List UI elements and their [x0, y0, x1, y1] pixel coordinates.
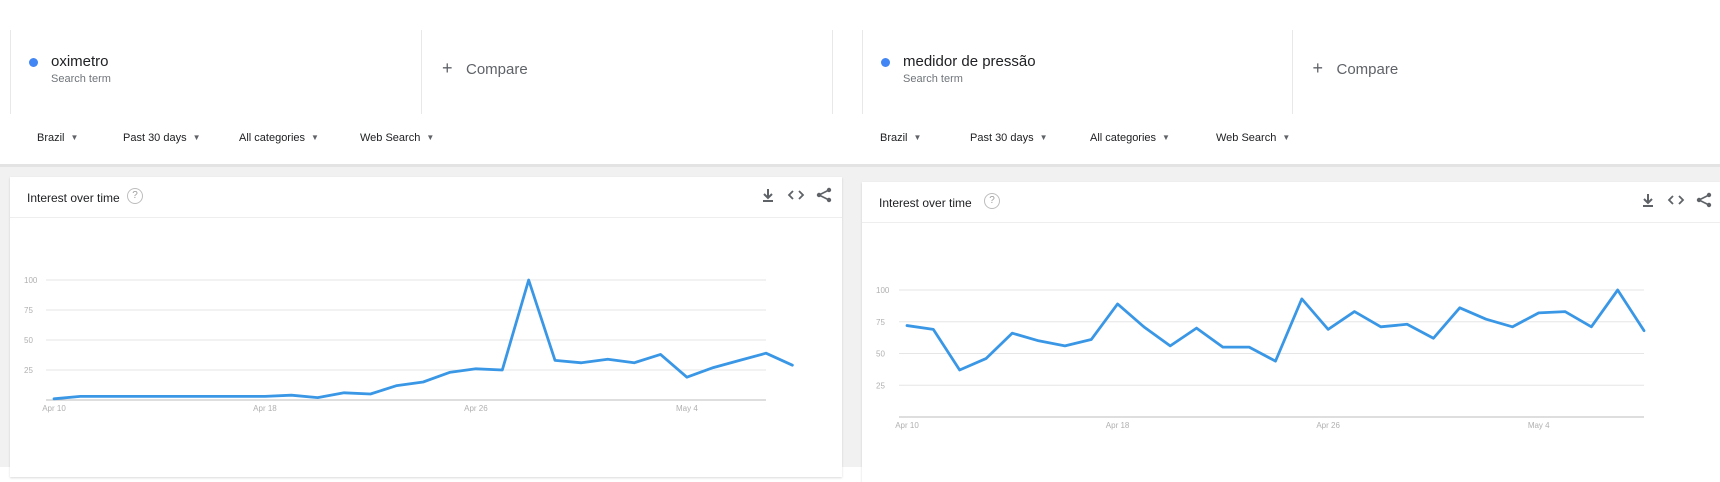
- y-tick-label: 25: [876, 381, 885, 390]
- search-terms-bar: medidor de pressão Search term + Compare: [862, 30, 1720, 115]
- embed-icon[interactable]: [1666, 190, 1686, 210]
- period-dropdown[interactable]: Past 30 days ▼: [970, 132, 1048, 144]
- search-type-dropdown[interactable]: Web Search ▼: [1216, 132, 1290, 144]
- chevron-down-icon: ▼: [71, 133, 79, 142]
- search-type-dropdown[interactable]: Web Search ▼: [360, 132, 434, 144]
- y-tick-label: 50: [876, 350, 885, 359]
- series-line: [54, 280, 792, 399]
- period-dropdown[interactable]: Past 30 days ▼: [123, 132, 201, 144]
- embed-icon[interactable]: [786, 185, 806, 205]
- chevron-down-icon: ▼: [1040, 133, 1048, 142]
- filter-bar: Brazil ▼ Past 30 days ▼ All categories ▼ We…: [852, 114, 1720, 167]
- search-type-label: Web Search: [1216, 132, 1276, 144]
- share-icon[interactable]: [1694, 190, 1714, 210]
- card-header: Interest over time ?: [10, 177, 842, 218]
- interest-over-time-card: Interest over time ? 100 75 50 25 Apr 10 Apr …: [10, 177, 842, 477]
- series-color-dot: [29, 58, 38, 67]
- y-tick-label: 50: [24, 336, 33, 345]
- compare-label: Compare: [1337, 61, 1399, 78]
- interest-chart: 100 75 50 25 Apr 10 Apr 18 Apr 26 May 4: [862, 222, 1720, 482]
- search-term-name: oximetro: [51, 53, 109, 70]
- panel-oximetro: oximetro Search term + Compare Brazil ▼ P…: [0, 0, 852, 460]
- compare-button[interactable]: + Compare: [422, 30, 833, 114]
- y-tick-label: 75: [876, 318, 885, 327]
- category-dropdown[interactable]: All categories ▼: [1090, 132, 1170, 144]
- region-dropdown[interactable]: Brazil ▼: [37, 132, 78, 144]
- series-color-dot: [881, 58, 890, 67]
- search-type-label: Web Search: [360, 132, 420, 144]
- y-tick-label: 100: [876, 286, 890, 295]
- chevron-down-icon: ▼: [1162, 133, 1170, 142]
- help-icon[interactable]: ?: [127, 188, 143, 204]
- chevron-down-icon: ▼: [1282, 133, 1290, 142]
- download-icon[interactable]: [758, 185, 778, 205]
- search-term-sublabel: Search term: [51, 73, 111, 85]
- x-tick-label: May 4: [1528, 421, 1550, 430]
- y-tick-label: 75: [24, 306, 33, 315]
- x-tick-label: Apr 10: [895, 421, 919, 430]
- card-header: Interest over time ?: [862, 182, 1720, 223]
- compare-button[interactable]: + Compare: [1293, 30, 1720, 114]
- plus-icon: +: [442, 59, 453, 77]
- help-icon[interactable]: ?: [984, 193, 1000, 209]
- search-term-name: medidor de pressão: [903, 53, 1036, 70]
- plus-icon: +: [1313, 59, 1324, 77]
- x-tick-label: Apr 18: [1106, 421, 1130, 430]
- y-tick-label: 25: [24, 366, 33, 375]
- search-term-chip[interactable]: oximetro Search term: [11, 30, 422, 114]
- region-dropdown[interactable]: Brazil ▼: [880, 132, 921, 144]
- card-title: Interest over time: [27, 191, 120, 205]
- x-tick-label: Apr 26: [464, 404, 488, 413]
- series-line: [907, 290, 1644, 370]
- panel-medidor-de-pressao: medidor de pressão Search term + Compare…: [852, 0, 1720, 460]
- x-tick-label: Apr 26: [1316, 421, 1340, 430]
- download-icon[interactable]: [1638, 190, 1658, 210]
- region-label: Brazil: [37, 132, 65, 144]
- x-tick-label: Apr 10: [42, 404, 66, 413]
- category-dropdown[interactable]: All categories ▼: [239, 132, 319, 144]
- interest-chart: 100 75 50 25 Apr 10 Apr 18 Apr 26 May 4: [10, 217, 842, 477]
- card-title: Interest over time: [879, 196, 972, 210]
- category-label: All categories: [239, 132, 305, 144]
- interest-over-time-card: Interest over time ? 100 75 50 25 Apr 10 Apr …: [862, 182, 1720, 482]
- chevron-down-icon: ▼: [914, 133, 922, 142]
- category-label: All categories: [1090, 132, 1156, 144]
- search-term-sublabel: Search term: [903, 73, 963, 85]
- filter-bar: Brazil ▼ Past 30 days ▼ All categories ▼ We…: [0, 114, 852, 167]
- chevron-down-icon: ▼: [193, 133, 201, 142]
- search-terms-bar: oximetro Search term + Compare: [10, 30, 843, 115]
- share-icon[interactable]: [814, 185, 834, 205]
- y-tick-label: 100: [24, 276, 38, 285]
- compare-label: Compare: [466, 61, 528, 78]
- x-tick-label: May 4: [676, 404, 698, 413]
- chevron-down-icon: ▼: [311, 133, 319, 142]
- period-label: Past 30 days: [123, 132, 187, 144]
- search-term-chip[interactable]: medidor de pressão Search term: [863, 30, 1293, 114]
- period-label: Past 30 days: [970, 132, 1034, 144]
- region-label: Brazil: [880, 132, 908, 144]
- chevron-down-icon: ▼: [426, 133, 434, 142]
- x-tick-label: Apr 18: [253, 404, 277, 413]
